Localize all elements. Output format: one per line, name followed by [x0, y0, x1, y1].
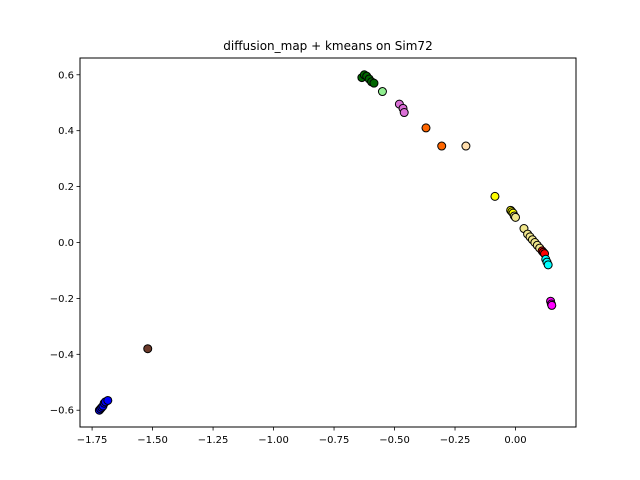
- x-tick-label: −0.75: [319, 435, 350, 446]
- x-axis: −1.75 −1.50 −1.25 −1.00 −0.75 −0.50 −0.25 0.00: [77, 427, 527, 446]
- data-point: [437, 141, 447, 151]
- data-point: [421, 123, 431, 133]
- x-tick-label: 0.00: [504, 435, 526, 446]
- y-tick-label: −0.4: [50, 350, 74, 361]
- data-point: [547, 300, 557, 310]
- data-point: [103, 395, 113, 405]
- y-axis: −0.6 −0.4 −0.2 0.0 0.2 0.4 0.6: [50, 70, 80, 417]
- data-point: [369, 78, 379, 88]
- x-tick-label: −0.50: [379, 435, 410, 446]
- x-tick-label: −1.25: [198, 435, 229, 446]
- y-tick-label: −0.2: [50, 294, 74, 305]
- y-tick-label: 0.6: [58, 70, 74, 81]
- x-tick-label: −1.75: [77, 435, 108, 446]
- data-point: [143, 344, 153, 354]
- data-point: [399, 108, 409, 118]
- chart-title: diffusion_map + kmeans on Sim72: [223, 39, 432, 53]
- y-tick-label: 0.4: [58, 126, 74, 137]
- data-point: [511, 212, 521, 222]
- x-tick-label: −1.00: [258, 435, 289, 446]
- x-tick-label: −0.25: [440, 435, 471, 446]
- data-point: [543, 260, 553, 270]
- y-tick-label: 0.2: [58, 182, 74, 193]
- y-tick-label: −0.6: [50, 406, 74, 417]
- data-point: [461, 141, 471, 151]
- y-tick-label: 0.0: [58, 238, 74, 249]
- data-point: [490, 191, 500, 201]
- plot-frame: [79, 57, 577, 428]
- data-points: [94, 70, 557, 415]
- x-tick-label: −1.50: [137, 435, 168, 446]
- data-point: [377, 87, 387, 97]
